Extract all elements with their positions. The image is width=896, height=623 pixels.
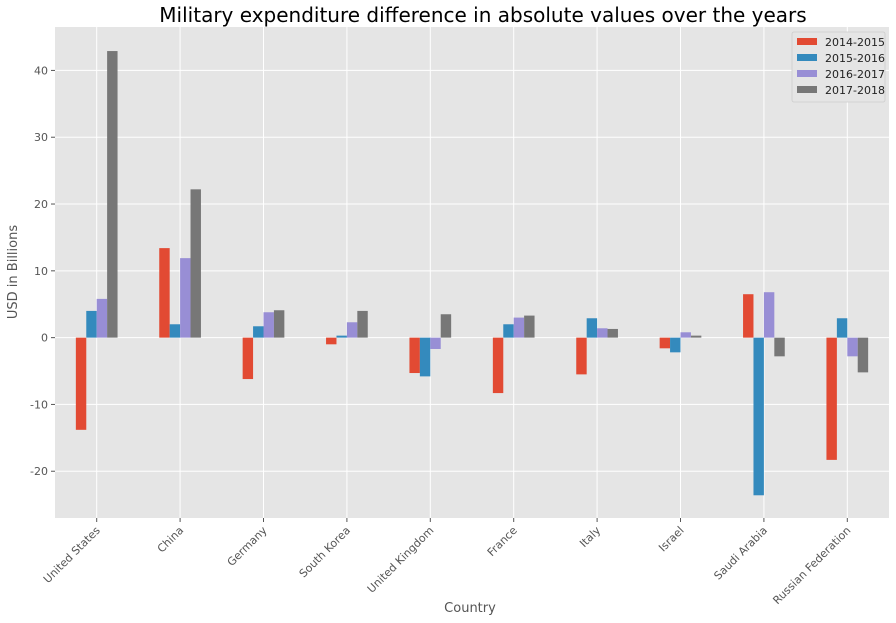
bar-2017-2018-china xyxy=(190,189,201,338)
bar-2017-2018-germany xyxy=(273,310,285,338)
bar-2015-2016-israel xyxy=(670,337,681,353)
y-tick-label: 0 xyxy=(41,332,48,345)
x-tick-label-france: France xyxy=(485,524,520,559)
chart-title: Military expenditure difference in absol… xyxy=(159,3,806,27)
bar-2016-2017-saudi-arabia xyxy=(763,292,775,338)
y-tick-label: -10 xyxy=(30,398,48,411)
bar-2016-2017-germany xyxy=(263,312,274,338)
x-tick-label-italy: Italy xyxy=(577,524,603,550)
bar-2015-2016-saudi-arabia xyxy=(753,337,764,496)
y-axis-title: USD in Billions xyxy=(6,225,21,319)
bar-2016-2017-united-kingdom xyxy=(430,337,441,349)
y-tick-label: -20 xyxy=(30,465,48,478)
bar-2017-2018-italy xyxy=(607,328,618,338)
legend-swatch-2016-2017 xyxy=(797,70,817,77)
bars xyxy=(75,51,869,496)
bar-2016-2017-italy xyxy=(597,328,608,338)
bar-2017-2018-south-korea xyxy=(357,310,368,338)
x-tick-label-saudi-arabia: Saudi Arabia xyxy=(711,524,770,583)
bar-2014-2015-china xyxy=(159,248,170,338)
bar-2016-2017-china xyxy=(180,258,191,338)
bar-2015-2016-italy xyxy=(586,318,598,338)
bar-2016-2017-russian-federation xyxy=(847,337,858,357)
bar-2017-2018-united-states xyxy=(107,51,118,338)
x-tick-label-south-korea: South Korea xyxy=(297,524,353,580)
bar-2017-2018-russian-federation xyxy=(857,337,869,373)
legend-label-2017-2018: 2017-2018 xyxy=(825,84,885,97)
bar-2014-2015-italy xyxy=(576,337,587,375)
bar-2016-2017-france xyxy=(513,317,525,338)
bar-2014-2015-saudi-arabia xyxy=(743,294,754,338)
x-tick-label-united-states: United States xyxy=(41,524,103,586)
x-tick-label-germany: Germany xyxy=(225,524,270,569)
y-tick-label: 20 xyxy=(34,198,48,211)
y-tick-label: 30 xyxy=(34,131,48,144)
bar-2014-2015-south-korea xyxy=(326,337,337,345)
legend-label-2015-2016: 2015-2016 xyxy=(825,52,885,65)
bar-2015-2016-russian-federation xyxy=(836,318,848,338)
bar-2015-2016-china xyxy=(169,324,181,338)
bar-2015-2016-south-korea xyxy=(336,335,347,338)
bar-2017-2018-france xyxy=(524,315,535,338)
bar-2014-2015-united-states xyxy=(75,337,87,430)
bar-2015-2016-france xyxy=(503,324,514,338)
bar-2017-2018-saudi-arabia xyxy=(774,337,785,357)
bar-2014-2015-israel xyxy=(659,337,671,349)
legend-label-2014-2015: 2014-2015 xyxy=(825,36,885,49)
x-tick-label-israel: Israel xyxy=(656,524,686,554)
y-tick-label: 40 xyxy=(34,64,48,77)
legend-frame xyxy=(791,31,886,103)
legend-swatch-2014-2015 xyxy=(797,38,817,45)
bar-2015-2016-germany xyxy=(253,326,264,338)
bar-2017-2018-israel xyxy=(690,335,702,338)
bar-2016-2017-israel xyxy=(680,332,691,338)
x-axis-title: Country xyxy=(444,601,496,616)
x-tick-label-china: China xyxy=(155,524,186,555)
bar-2014-2015-russian-federation xyxy=(826,337,837,460)
bar-2014-2015-france xyxy=(492,337,504,394)
x-tick-label-united-kingdom: United Kingdom xyxy=(365,524,437,596)
bar-2014-2015-germany xyxy=(242,337,254,380)
bar-2015-2016-united-states xyxy=(86,310,97,338)
legend-swatch-2017-2018 xyxy=(797,86,817,93)
bar-2016-2017-united-states xyxy=(96,298,108,338)
x-tick-label-russian-federation: Russian Federation xyxy=(770,524,853,607)
x-axis-ticks: United States China Germany South Korea Unit… xyxy=(41,518,853,607)
legend: 2014-2015 2015-2016 2016-2017 2017-2018 xyxy=(791,31,886,103)
bar-2014-2015-united-kingdom xyxy=(409,337,420,374)
bar-2016-2017-south-korea xyxy=(346,322,358,338)
legend-label-2016-2017: 2016-2017 xyxy=(825,68,885,81)
legend-swatch-2015-2016 xyxy=(797,54,817,61)
y-axis-ticks: -20 -10 0 10 20 30 40 xyxy=(30,64,55,478)
bar-2017-2018-united-kingdom xyxy=(440,314,452,338)
bar-2015-2016-united-kingdom xyxy=(419,337,431,377)
y-tick-label: 10 xyxy=(34,265,48,278)
